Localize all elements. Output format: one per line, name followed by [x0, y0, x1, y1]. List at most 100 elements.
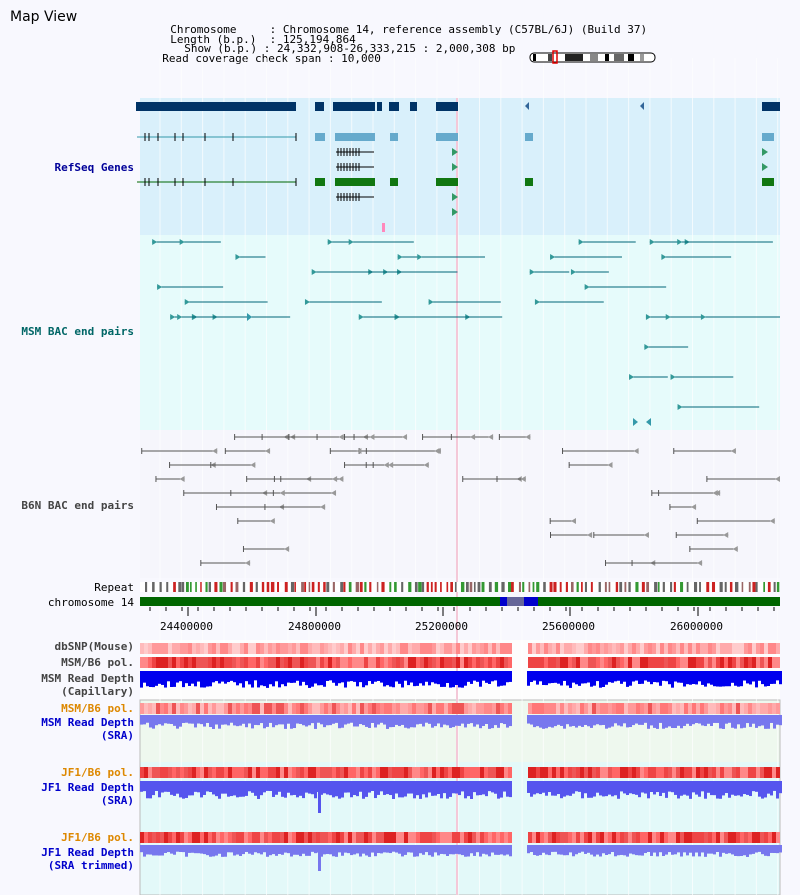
depth-bar — [161, 845, 164, 856]
depth-bar — [182, 781, 185, 799]
msm-bac-track-label[interactable]: MSM BAC end pairs — [21, 325, 134, 338]
repeat-mark — [249, 582, 253, 592]
heat-cell — [252, 657, 256, 668]
depth-bar — [584, 781, 587, 794]
heat-cell — [612, 767, 616, 778]
depth-bar — [227, 715, 230, 726]
heat-cell — [216, 767, 220, 778]
heat-cell — [628, 832, 632, 843]
depth-bar — [386, 715, 389, 729]
msm-b6-pol-label: MSM/B6 pol. — [61, 656, 134, 669]
depth-bar — [152, 845, 155, 856]
heat-cell — [280, 767, 284, 778]
depth-bar — [569, 671, 572, 688]
depth-bar — [608, 845, 611, 855]
depth-bar — [500, 845, 503, 855]
depth-bar — [764, 845, 767, 856]
heat-cell — [216, 657, 220, 668]
heat-cell — [432, 832, 436, 843]
heat-cell — [320, 657, 324, 668]
heat-cell — [732, 767, 736, 778]
b6n-bac-track-label[interactable]: B6N BAC end pairs — [21, 499, 134, 512]
heat-cell — [212, 832, 216, 843]
depth-bar — [320, 671, 323, 686]
heat-cell — [572, 657, 576, 668]
heat-cell — [284, 657, 288, 668]
depth-bar — [314, 781, 317, 799]
depth-bar — [404, 845, 407, 855]
bac-end — [730, 448, 736, 454]
depth-bar — [332, 671, 335, 683]
depth-bar — [461, 671, 464, 688]
depth-bar — [716, 781, 719, 799]
heat-cell — [220, 643, 224, 654]
heat-cell — [220, 832, 224, 843]
heat-cell — [220, 703, 224, 714]
depth-bar — [458, 671, 461, 688]
depth-bar — [326, 781, 329, 795]
repeat-mark — [719, 582, 723, 592]
depth-bar — [656, 845, 659, 857]
heat-cell — [212, 657, 216, 668]
depth-bar — [527, 671, 530, 686]
heat-cell — [448, 657, 452, 668]
depth-bar — [545, 781, 548, 796]
depth-bar — [410, 781, 413, 794]
heat-cell — [760, 832, 764, 843]
refseq-track-label[interactable]: RefSeq Genes — [54, 161, 134, 174]
bac-end — [691, 504, 697, 510]
depth-bar — [209, 781, 212, 793]
depth-bar — [719, 845, 722, 857]
depth-bar — [206, 715, 209, 723]
heat-cell — [200, 767, 204, 778]
depth-bar — [257, 845, 260, 854]
depth-bar — [266, 845, 269, 857]
depth-bar — [563, 845, 566, 856]
depth-bar — [449, 781, 452, 797]
heat-cell — [620, 643, 624, 654]
depth-bar — [668, 781, 671, 792]
depth-bar — [278, 781, 281, 792]
depth-bar — [281, 845, 284, 855]
heat-cell — [436, 703, 440, 714]
heat-cell — [180, 643, 184, 654]
bac-end — [470, 434, 476, 440]
depth-bar — [593, 845, 596, 857]
depth-bar — [392, 781, 395, 799]
heat-cell — [620, 767, 624, 778]
depth-bar — [443, 845, 446, 855]
gene-block — [315, 178, 325, 186]
heat-cell — [704, 657, 708, 668]
depth-bar — [740, 671, 743, 687]
msm-depth-cap-sub-label: (Capillary) — [61, 685, 134, 698]
heat-cell — [448, 767, 452, 778]
heat-cell — [196, 643, 200, 654]
heat-cell — [628, 657, 632, 668]
depth-bar — [287, 671, 290, 683]
heat-cell — [476, 832, 480, 843]
depth-bar — [620, 845, 623, 855]
depth-bar — [164, 845, 167, 853]
lower-frame — [139, 699, 781, 895]
heat-cell — [268, 657, 272, 668]
heat-cell — [256, 657, 260, 668]
heat-cell — [564, 767, 568, 778]
heat-cell — [376, 832, 380, 843]
depth-bar — [650, 781, 653, 792]
depth-bar — [218, 781, 221, 799]
heat-cell — [768, 657, 772, 668]
depth-bar — [221, 715, 224, 725]
depth-bar — [167, 781, 170, 792]
heat-cell — [736, 767, 740, 778]
depth-bar — [446, 781, 449, 799]
depth-bar — [503, 845, 506, 856]
depth-bar — [725, 671, 728, 687]
heat-cell — [556, 657, 560, 668]
axis-tick-label: 25200000 — [415, 620, 468, 633]
repeat-mark — [394, 582, 397, 592]
heat-cell — [376, 767, 380, 778]
depth-bar — [398, 781, 401, 798]
heat-cell — [544, 703, 548, 714]
depth-bar — [761, 715, 764, 726]
